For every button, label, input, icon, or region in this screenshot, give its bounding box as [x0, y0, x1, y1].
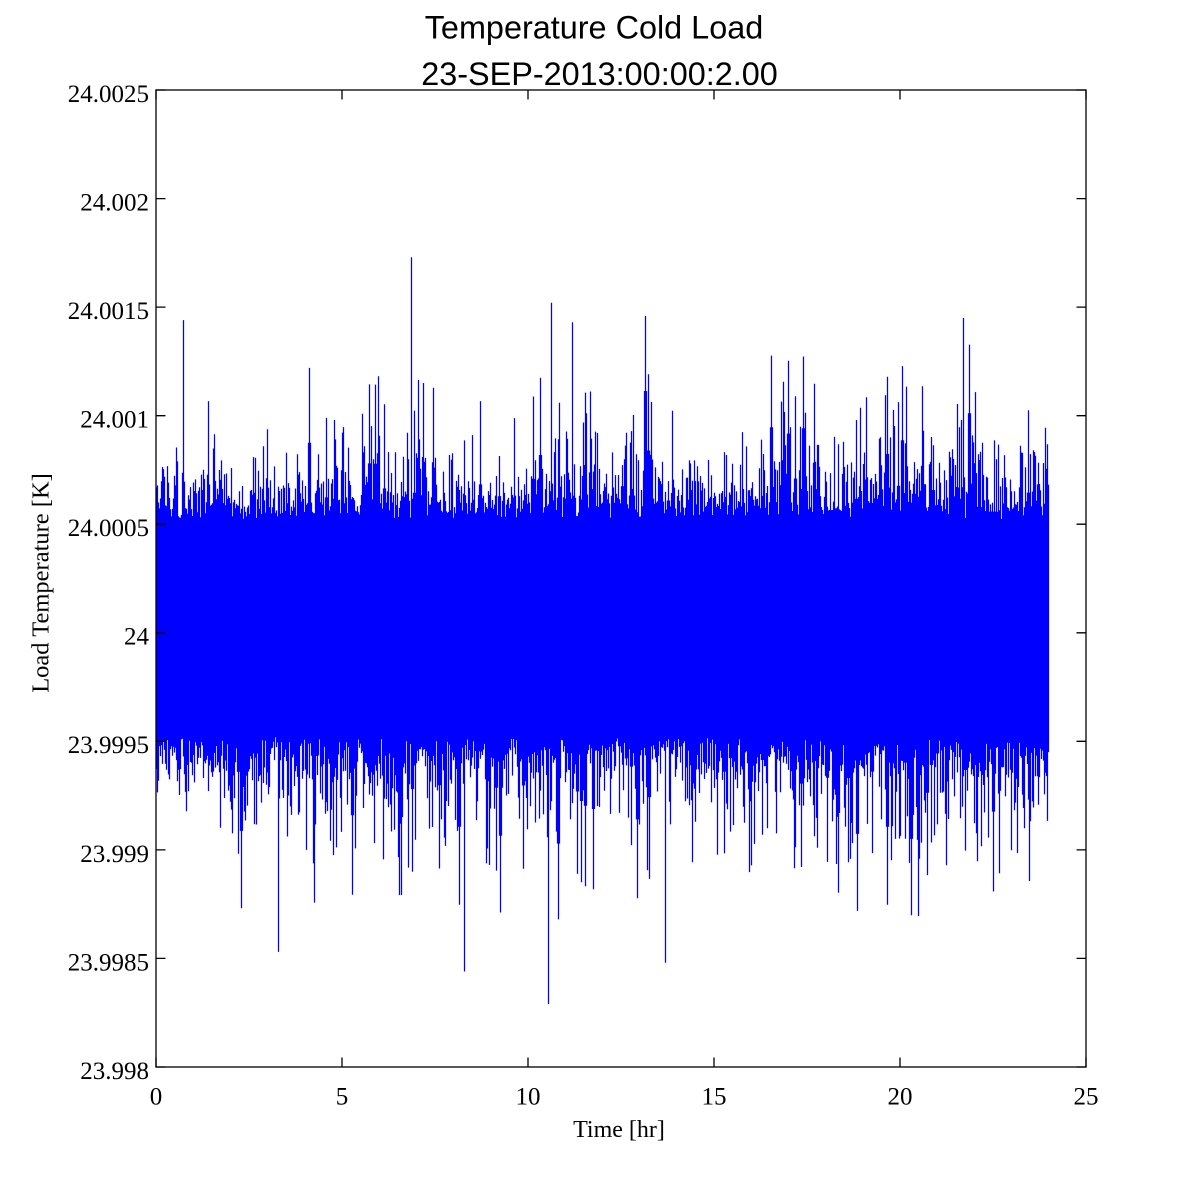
svg-text:24.0015: 24.0015 [68, 298, 149, 325]
svg-text:24.002: 24.002 [80, 190, 149, 217]
svg-text:23.999: 23.999 [80, 841, 149, 868]
svg-text:20: 20 [888, 1084, 913, 1111]
svg-text:25: 25 [1074, 1084, 1099, 1111]
svg-text:Time [hr]: Time [hr] [573, 1117, 665, 1143]
svg-text:5: 5 [336, 1084, 349, 1111]
svg-text:Load Temperature [K]: Load Temperature [K] [28, 473, 55, 693]
svg-text:23.9985: 23.9985 [68, 949, 149, 976]
svg-text:24.001: 24.001 [80, 407, 149, 434]
svg-text:10: 10 [516, 1084, 541, 1111]
svg-text:Temperature Cold Load: Temperature Cold Load [425, 9, 764, 45]
svg-text:24.0005: 24.0005 [68, 515, 149, 542]
svg-text:23-SEP-2013:00:00:2.00: 23-SEP-2013:00:00:2.00 [421, 56, 778, 92]
svg-text:15: 15 [702, 1084, 727, 1111]
svg-text:23.998: 23.998 [80, 1058, 149, 1085]
svg-text:23.9995: 23.9995 [68, 732, 149, 759]
svg-text:24: 24 [124, 624, 150, 651]
svg-text:0: 0 [150, 1084, 163, 1111]
svg-text:24.0025: 24.0025 [68, 81, 149, 108]
